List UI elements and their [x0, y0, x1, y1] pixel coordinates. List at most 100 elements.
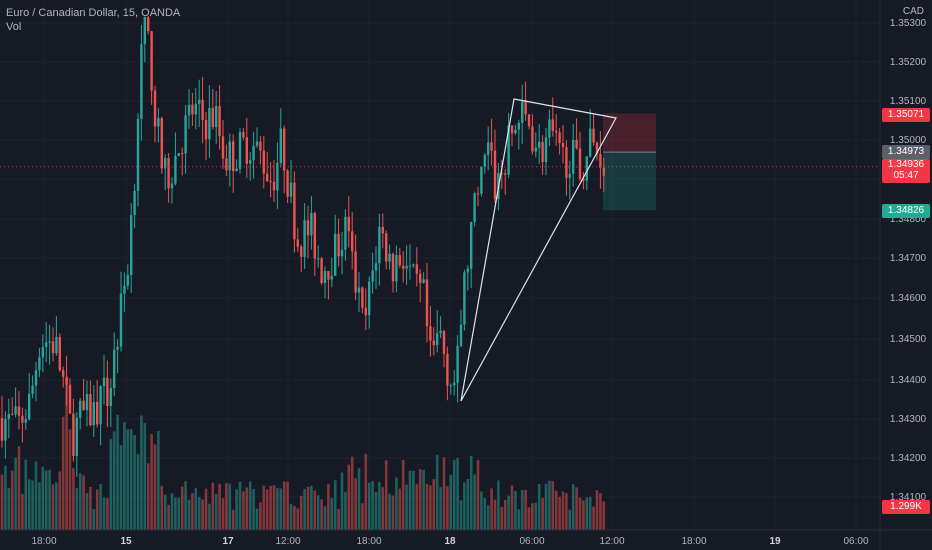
candle-body [211, 107, 214, 127]
target-price-label: 1.34826 [882, 204, 930, 218]
candle-body [218, 106, 221, 137]
price-tick-label: 1.34400 [890, 375, 927, 386]
candle-body [391, 253, 395, 282]
candle-body [405, 266, 408, 269]
volume-bar [286, 481, 289, 530]
volume-bar [68, 429, 72, 530]
candle-body [123, 285, 126, 294]
time-tick-label: 18:00 [356, 536, 381, 547]
candle-body [599, 153, 602, 168]
volume-bar [140, 415, 143, 530]
candle-body [228, 141, 231, 171]
candle-body [354, 251, 357, 293]
candle-body [473, 193, 476, 223]
volume-bar [242, 491, 245, 530]
triangle-drawing [460, 98, 617, 402]
candle-body [194, 103, 197, 115]
candle-body [480, 166, 483, 194]
volume-bar [41, 466, 45, 530]
candle-body [143, 17, 146, 45]
candle-body [463, 272, 466, 325]
candle-body [208, 107, 211, 140]
candle-body [65, 376, 68, 385]
candle-body [521, 101, 524, 123]
candle-body [449, 385, 452, 387]
candle-body [48, 341, 51, 343]
candle-body [215, 106, 218, 127]
candle-body [548, 119, 551, 138]
volume-bar [350, 456, 354, 530]
candle-body [82, 400, 85, 411]
candle-body [507, 125, 510, 175]
candle-body [487, 142, 490, 156]
candle-body [300, 246, 303, 257]
volume-bar [442, 457, 446, 530]
volume-bar [129, 429, 133, 530]
volume-bar [571, 484, 575, 530]
time-tick-label: 06:00 [519, 536, 544, 547]
volume-bar [544, 483, 548, 530]
last-price-value: 1.34936 [887, 159, 925, 170]
candle-body [201, 99, 204, 121]
candle-body [106, 377, 109, 406]
currency-label: CAD [902, 6, 924, 17]
volume-bar [61, 416, 65, 530]
volume-bar [599, 493, 602, 530]
candle-body [286, 170, 289, 197]
volume-bar [446, 486, 449, 530]
candle-body [289, 182, 293, 197]
volume-bar [333, 480, 337, 530]
candle-body [72, 413, 75, 456]
candle-body [28, 393, 31, 420]
candle-body [310, 212, 313, 236]
candle-body [252, 145, 255, 161]
volume-bar [534, 502, 538, 530]
candle-body [51, 341, 55, 354]
volume-bar [99, 484, 102, 530]
volume-bar [299, 495, 303, 530]
candle-body [96, 402, 99, 425]
candle-body [225, 158, 228, 171]
candle-body [17, 406, 21, 416]
volume-bar [279, 488, 283, 530]
candle-body [249, 160, 252, 164]
volume-bar [439, 487, 442, 530]
symbol-title[interactable]: Euro / Canadian Dollar, 15, OANDA [6, 7, 181, 19]
candle-body [0, 418, 4, 441]
volume-bar [262, 485, 266, 530]
volume-bar [24, 459, 28, 530]
volume-bar [531, 503, 534, 530]
candle-body [177, 153, 180, 156]
volume-bar [95, 489, 99, 530]
candle-body [592, 128, 595, 143]
candle-body [136, 118, 140, 191]
volume-bar [231, 509, 235, 530]
candle-body [388, 253, 391, 262]
candle-body [483, 155, 486, 167]
candle-body [476, 193, 480, 195]
chart-header: Euro / Canadian Dollar, 15, OANDA Vol [6, 6, 180, 34]
candle-body [374, 263, 378, 271]
candle-body [534, 147, 537, 152]
candle-body [585, 156, 588, 181]
candle-body [198, 99, 201, 104]
volume-bar [405, 484, 408, 530]
candle-body [306, 220, 310, 236]
volume-bar [486, 505, 490, 530]
volume-indicator-label[interactable]: Vol [6, 21, 22, 33]
volume-bar [238, 481, 242, 530]
candle-body [58, 336, 61, 371]
volume-bar [558, 496, 561, 530]
candle-body [347, 216, 350, 232]
candle-body [293, 182, 296, 240]
volume-bar [174, 497, 177, 530]
candle-body [133, 190, 136, 216]
candle-body [181, 153, 184, 155]
candle-body [544, 137, 548, 163]
candle-body [344, 216, 347, 250]
candle-body [558, 132, 561, 144]
volume-bar [293, 505, 296, 530]
candle-body [330, 275, 333, 280]
volume-bar [204, 488, 208, 530]
